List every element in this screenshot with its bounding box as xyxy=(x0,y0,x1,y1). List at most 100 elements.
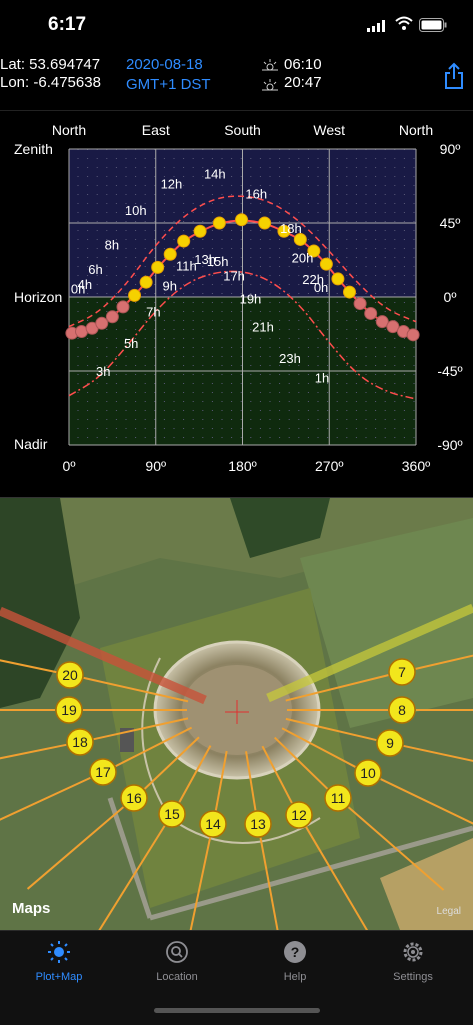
hour-marker-label: 14 xyxy=(205,816,221,832)
wifi-icon xyxy=(395,16,413,30)
sunrise-time: 06:10 xyxy=(284,56,322,73)
header-divider xyxy=(0,110,473,111)
tab-location[interactable]: Location xyxy=(118,939,236,983)
compass-direction-label: South xyxy=(224,122,261,138)
tab-plot-map-label: Plot+Map xyxy=(35,971,83,983)
hour-label: 12h xyxy=(161,176,183,191)
satellite-map[interactable]: 7 8 9 10 11 12 13 14 15 16 17 18 19 20 Maps Legal xyxy=(0,498,473,930)
maps-attribution: Maps xyxy=(12,900,51,917)
hour-ray xyxy=(274,736,329,790)
help-icon: ? xyxy=(284,941,306,963)
sunset-bearing-line xyxy=(0,606,207,705)
signal-icon xyxy=(367,20,385,32)
hour-label: 11h xyxy=(176,259,197,274)
hour-marker-label: 18 xyxy=(72,734,88,750)
sun-position-day xyxy=(331,272,345,286)
date-button[interactable]: 2020-08-18 xyxy=(126,56,203,73)
sun-position-day xyxy=(177,234,191,248)
sun-position-day xyxy=(307,244,321,258)
hour-marker-8[interactable] xyxy=(388,696,416,724)
hour-marker-label: 10 xyxy=(360,765,376,781)
sun-position-day xyxy=(163,247,177,261)
hour-label: 14h xyxy=(204,167,226,182)
hour-marker-17[interactable] xyxy=(89,758,117,786)
map-trees-west xyxy=(0,498,80,708)
sun-position-night xyxy=(375,315,389,329)
y-tick-label: 0º xyxy=(444,289,457,305)
y-tick-label: -90º xyxy=(437,437,462,453)
sun-position-day xyxy=(319,257,333,271)
sun-position-night xyxy=(364,306,378,320)
hour-ray xyxy=(261,745,293,804)
hour-marker-16[interactable] xyxy=(120,784,148,812)
sunrise-bearing-line xyxy=(266,603,473,703)
x-tick-label: 180º xyxy=(228,458,256,474)
altitude-reference-label: Nadir xyxy=(14,436,48,452)
hour-label: 6h xyxy=(88,262,102,277)
legal-link[interactable]: Legal xyxy=(436,906,461,917)
hour-marker-label: 19 xyxy=(61,702,77,718)
hour-ray-outer xyxy=(305,826,369,930)
hour-marker-20[interactable] xyxy=(56,661,84,689)
hour-marker-label: 20 xyxy=(62,667,78,683)
x-tick-label: 0º xyxy=(63,458,76,474)
hour-label: 17h xyxy=(223,269,245,284)
hour-ray-outer xyxy=(0,776,91,821)
hour-marker-label: 7 xyxy=(398,664,406,680)
hour-label: 0h xyxy=(314,280,328,295)
sun-icon xyxy=(48,941,70,963)
x-tick-label: 270º xyxy=(315,458,343,474)
tab-settings[interactable]: Settings xyxy=(354,939,472,983)
hour-ray-outer xyxy=(403,744,473,762)
map-field-east xyxy=(300,518,473,728)
hour-marker-label: 12 xyxy=(291,807,307,823)
hour-ray-outer xyxy=(0,659,57,674)
sun-position-night xyxy=(406,328,420,342)
hour-marker-12[interactable] xyxy=(285,801,313,829)
hour-ray xyxy=(115,726,193,768)
hour-marker-9[interactable] xyxy=(376,729,404,757)
hour-marker-7[interactable] xyxy=(388,658,416,686)
status-time: 6:17 xyxy=(48,14,87,35)
hour-label: 18h xyxy=(280,221,302,236)
hour-marker-13[interactable] xyxy=(244,810,272,838)
home-indicator xyxy=(154,1008,320,1013)
hour-marker-14[interactable] xyxy=(199,810,227,838)
tab-plot-map[interactable]: Plot+Map xyxy=(0,939,118,983)
altitude-reference-label: Zenith xyxy=(14,141,53,157)
sun-position-day xyxy=(293,232,307,246)
map-canvas[interactable]: 7 8 9 10 11 12 13 14 15 16 17 18 19 20 xyxy=(0,498,473,930)
svg-text:?: ? xyxy=(291,944,300,960)
map-field-north xyxy=(0,498,473,608)
hour-ray-outer xyxy=(380,778,473,825)
hour-marker-label: 17 xyxy=(95,764,111,780)
location-search-icon xyxy=(166,941,188,963)
hour-marker-10[interactable] xyxy=(354,759,382,787)
hour-marker-15[interactable] xyxy=(158,800,186,828)
hour-label: 5h xyxy=(124,336,138,351)
hour-marker-label: 11 xyxy=(331,790,346,806)
hour-label: 7h xyxy=(146,305,160,320)
hour-marker-19[interactable] xyxy=(55,696,83,724)
hour-marker-18[interactable] xyxy=(66,728,94,756)
sun-position-day xyxy=(139,275,153,289)
compass-direction-label: North xyxy=(52,122,86,138)
status-bar: 6:17 xyxy=(0,0,473,50)
hour-label: 10h xyxy=(125,203,147,218)
solstice-upper-curve xyxy=(68,195,417,328)
hour-ray xyxy=(281,727,356,768)
hour-ray xyxy=(245,751,257,811)
hour-label: 13h xyxy=(194,252,216,267)
sun-path-chart[interactable]: 0h 3h 4h 5h 6h 7h 8h 9h 10h 11h 12h 13h 14h 15h 16h 17h… xyxy=(0,112,473,498)
hour-label: 1h xyxy=(315,371,329,386)
hour-label: 3h xyxy=(96,364,110,379)
solstice-lower-curve xyxy=(68,270,417,400)
sun-position-day xyxy=(342,285,356,299)
compass-direction-label: West xyxy=(313,122,345,138)
hour-label: 4h xyxy=(78,277,92,292)
hour-marker-11[interactable] xyxy=(324,784,352,812)
tab-help[interactable]: ? Help xyxy=(236,939,354,983)
timezone-button[interactable]: GMT+1 DST xyxy=(126,76,211,93)
share-icon[interactable] xyxy=(443,62,465,90)
hour-ray xyxy=(214,750,228,811)
